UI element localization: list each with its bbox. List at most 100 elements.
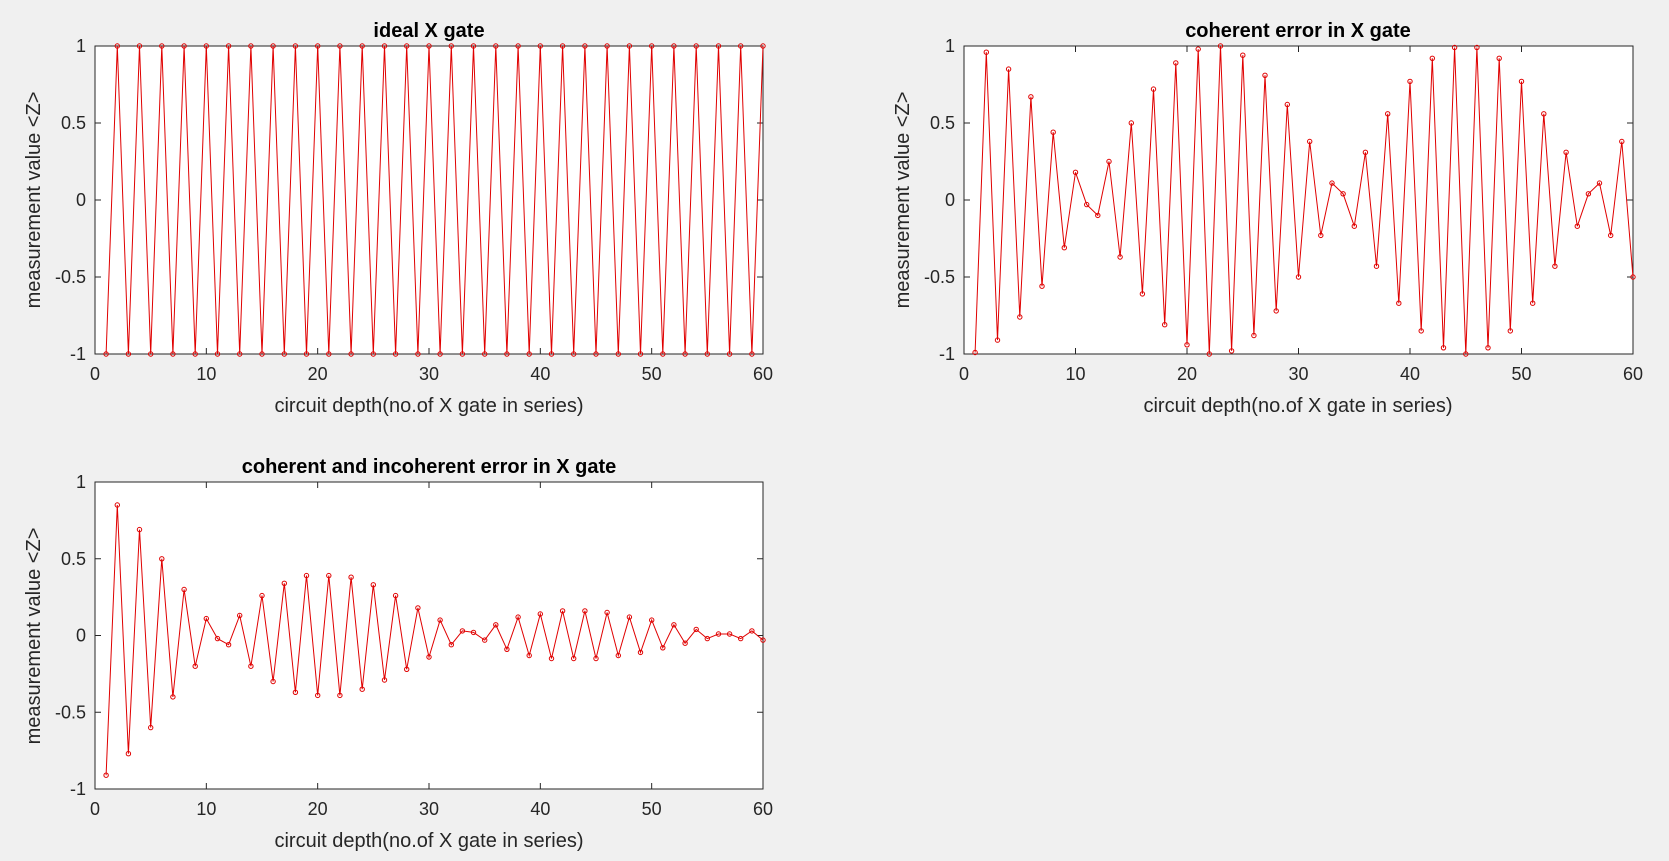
data-point — [337, 692, 343, 699]
data-layer — [972, 43, 1636, 357]
data-point — [1095, 212, 1101, 219]
axes-box — [94, 45, 764, 355]
x-tick-label: 60 — [753, 799, 773, 819]
data-point — [671, 622, 677, 628]
data-point — [214, 351, 221, 357]
data-point — [470, 629, 477, 636]
data-point — [426, 43, 432, 49]
data-point — [749, 628, 755, 634]
data-point — [381, 677, 388, 683]
data-point — [571, 655, 577, 662]
data-point — [136, 526, 143, 533]
data-point — [515, 614, 521, 620]
data-point — [1474, 44, 1480, 51]
chart-title: coherent and incoherent error in X gate — [242, 456, 617, 478]
series-line — [105, 45, 764, 355]
subplot-coherent-error: coherent error in X gate circuit depth(n… — [892, 20, 1643, 417]
data-point — [348, 351, 354, 357]
data-point — [526, 652, 532, 659]
data-point — [292, 689, 299, 695]
data-point — [1485, 345, 1491, 351]
data-point — [103, 351, 109, 357]
data-point — [1518, 78, 1525, 85]
data-point — [1173, 60, 1179, 66]
x-axis-label: circuit depth(no.of X gate in series) — [274, 395, 583, 417]
data-point — [270, 43, 276, 49]
data-point — [1084, 201, 1090, 208]
data-point — [1150, 86, 1157, 92]
data-point — [1407, 78, 1413, 85]
data-point — [1507, 328, 1514, 334]
data-point — [660, 351, 666, 357]
data-point — [114, 43, 121, 49]
data-point — [415, 605, 421, 611]
data-point — [1273, 308, 1279, 314]
axes-box — [963, 45, 1634, 355]
data-point — [1440, 345, 1447, 351]
data-point — [181, 43, 187, 49]
x-tick-label: 10 — [1065, 364, 1085, 384]
data-point — [559, 43, 566, 49]
ticks: 0 10 20 30 40 50 60 -1 -0.5 0 0.5 1 — [55, 36, 773, 384]
data-point — [660, 645, 666, 651]
y-tick-label: 0.5 — [61, 113, 86, 133]
data-point — [1217, 43, 1224, 49]
data-point — [448, 642, 454, 648]
data-point — [103, 772, 109, 778]
data-point — [1117, 254, 1123, 260]
data-point — [983, 49, 989, 55]
data-point — [994, 337, 1001, 343]
data-point — [649, 617, 655, 623]
data-point — [649, 43, 655, 49]
data-point — [738, 635, 744, 642]
data-point — [370, 582, 376, 588]
data-point — [1162, 322, 1168, 328]
data-point — [715, 631, 722, 637]
data-point — [537, 611, 543, 617]
x-tick-label: 60 — [753, 364, 773, 384]
data-point — [303, 572, 310, 579]
data-point — [626, 614, 633, 620]
data-point — [693, 626, 699, 633]
data-point — [1184, 342, 1190, 348]
data-point — [1072, 169, 1079, 176]
data-point — [1619, 138, 1625, 145]
data-point — [1530, 300, 1536, 306]
y-axis-label: measurement value <Z> — [892, 92, 914, 309]
x-tick-label: 20 — [308, 799, 328, 819]
data-layer — [103, 43, 766, 357]
y-tick-label: 0 — [76, 626, 86, 646]
subplot-ideal-x-gate: ideal X gate circuit depth(no.of X gate … — [23, 20, 773, 417]
x-tick-label: 40 — [530, 799, 550, 819]
data-point — [559, 608, 566, 614]
y-tick-label: 0 — [76, 190, 86, 210]
data-point — [148, 724, 154, 731]
data-point — [1463, 351, 1469, 357]
data-point — [637, 649, 644, 656]
y-tick-label: 1 — [945, 36, 955, 56]
data-point — [404, 666, 410, 672]
data-point — [181, 586, 187, 593]
data-point — [392, 351, 399, 357]
data-point — [1630, 274, 1636, 280]
data-point — [437, 351, 443, 357]
data-point — [192, 663, 198, 669]
data-point — [203, 43, 210, 49]
data-point — [459, 628, 466, 634]
data-point — [604, 43, 610, 49]
data-point — [248, 663, 254, 669]
data-point — [359, 686, 365, 692]
data-point — [526, 351, 532, 357]
data-point — [1563, 149, 1569, 156]
data-point — [1128, 120, 1135, 126]
data-point — [1028, 94, 1034, 100]
data-point — [415, 351, 421, 357]
data-point — [237, 612, 243, 619]
data-point — [482, 351, 488, 357]
data-point — [1295, 274, 1302, 280]
data-point — [738, 43, 744, 49]
data-point — [726, 351, 733, 357]
data-point — [604, 609, 610, 616]
data-point — [404, 43, 410, 49]
data-point — [192, 351, 198, 357]
